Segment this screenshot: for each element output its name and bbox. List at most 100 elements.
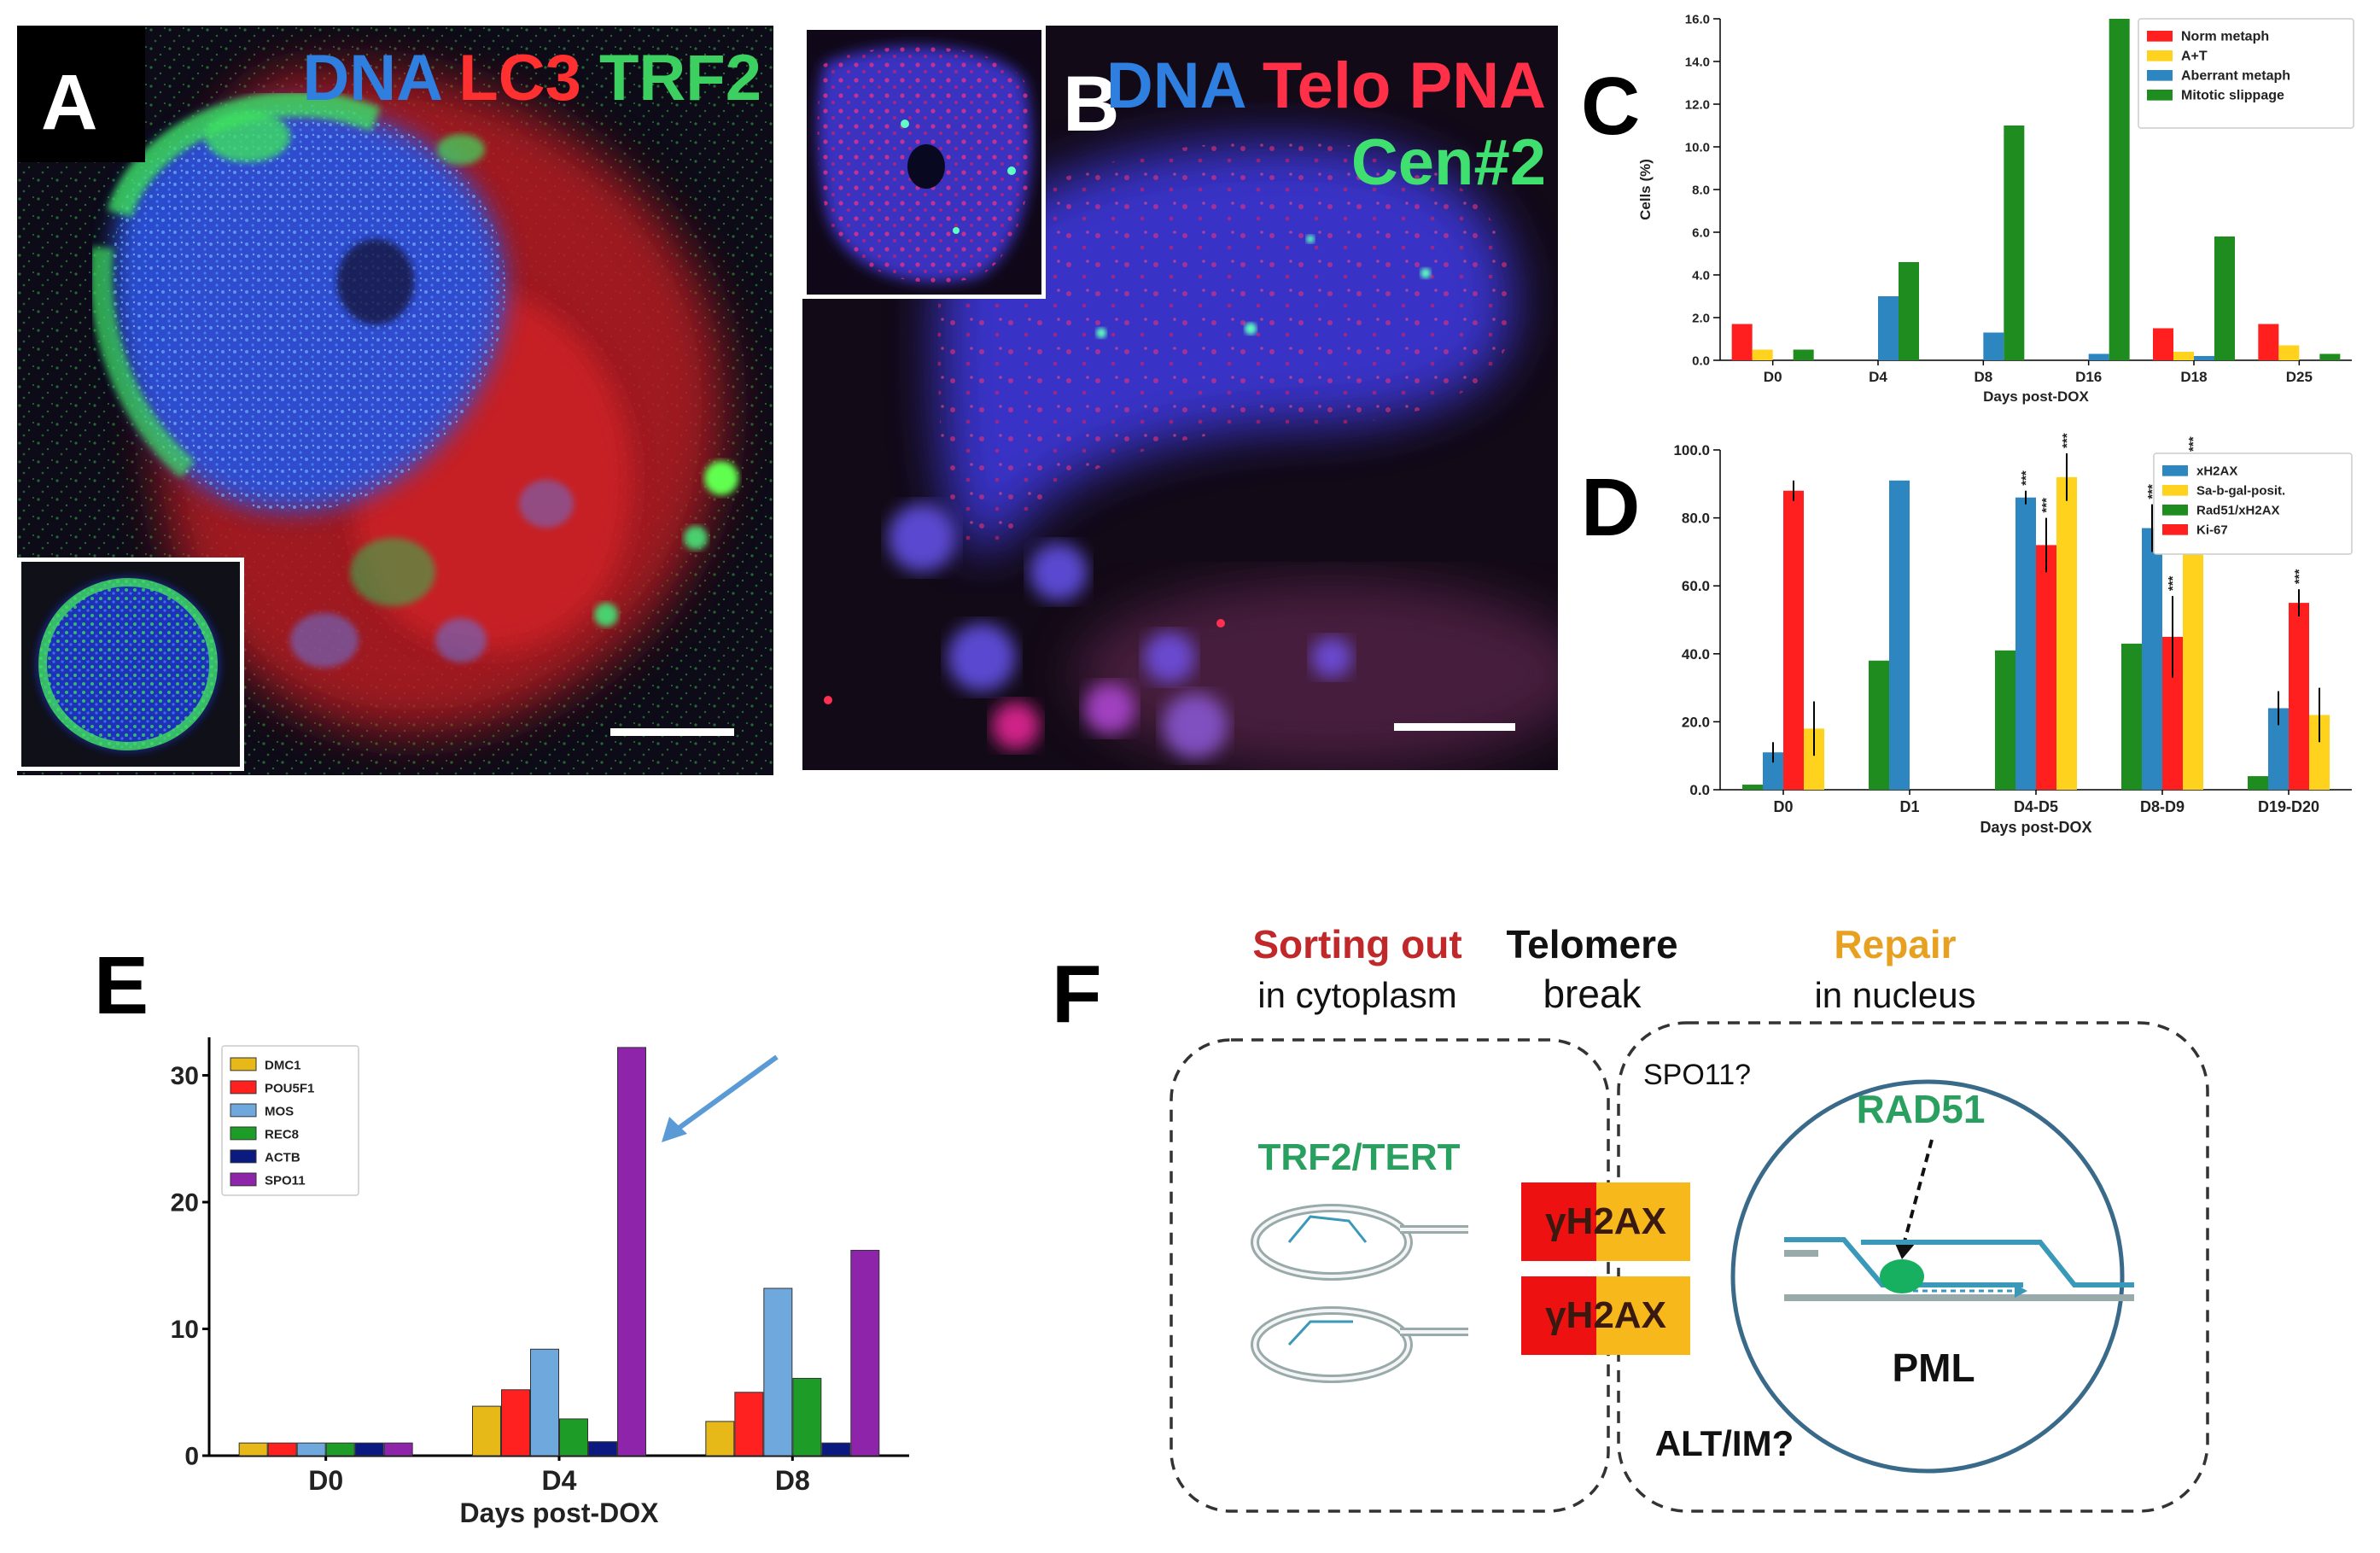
y-tick-label: 8.0 <box>1692 183 1710 197</box>
bar-mitotic-slippage <box>2109 19 2130 360</box>
y-tick-label: 30 <box>171 1062 199 1090</box>
significance-stars: *** <box>2019 470 2033 486</box>
legend-box <box>2138 18 2354 129</box>
bar-mitotic-slippage <box>2004 126 2025 360</box>
repair-strands-icon <box>1784 1237 2134 1301</box>
bar-pou5f1 <box>501 1389 530 1457</box>
x-tick-label: D4 <box>542 1465 577 1496</box>
legend-swatch <box>230 1103 257 1118</box>
bar-a-t <box>1752 349 1773 360</box>
x-axis-title: Days post-DOX <box>1983 388 2089 405</box>
panel-a-letter-box <box>17 26 145 162</box>
panel-a-label-dna: DNA <box>302 42 441 114</box>
t-loop-icon-1 <box>1251 1204 1468 1281</box>
legend-label: Sa-b-gal-posit. <box>2196 484 2285 499</box>
panel-a-micrograph: A DNA LC3 TRF2 <box>17 26 773 775</box>
bar-spo11 <box>850 1249 880 1457</box>
nucleus-box <box>1617 1021 2209 1513</box>
legend-swatch <box>2147 50 2173 61</box>
significance-stars: *** <box>2292 569 2307 585</box>
x-tick-label: D0 <box>1764 369 1782 385</box>
bar-mitotic-slippage <box>2214 236 2235 360</box>
x-tick-label: D4 <box>1869 369 1887 385</box>
y-tick-label: 0.0 <box>1689 782 1710 798</box>
panel-d-chart: 0.0 20.0 40.0 60.0 80.0 100.0 D0 D1 D4-D5 D8-D9 D1… <box>1673 433 2353 836</box>
pml-circle <box>1730 1079 2125 1474</box>
bar-aberrant-metaph <box>2088 353 2109 360</box>
x-tick-label: D8-D9 <box>2140 798 2185 815</box>
bar-dmc1 <box>238 1442 268 1457</box>
bar-dmc1 <box>705 1421 735 1457</box>
y-tick-label: 20 <box>171 1189 199 1217</box>
yh2ax-box-1-red <box>1521 1182 1596 1261</box>
legend-label: REC8 <box>265 1128 299 1142</box>
panel-f-letter: F <box>1052 949 1102 1040</box>
bar-xh2ax <box>1889 480 1910 790</box>
rad51-arrow <box>1902 1139 1934 1246</box>
legend-label: POU5F1 <box>265 1082 314 1096</box>
y-tick-label: 16.0 <box>1685 12 1710 26</box>
x-tick-label: D19-D20 <box>2258 798 2319 815</box>
y-tick-label: 10 <box>171 1316 199 1344</box>
panel-f-diagram: Sorting out in cytoplasm Telomere break … <box>1170 922 2209 1513</box>
yh2ax-box-2-orange <box>1596 1276 1690 1355</box>
panel-b-channel-labels: DNA Telo PNA Cen#2 <box>1106 48 1546 201</box>
panel-a-inset <box>17 558 244 771</box>
y-tick-label: 6.0 <box>1692 225 1710 240</box>
y-tick-label: 60.0 <box>1682 578 1710 594</box>
x-tick-label: D25 <box>2286 369 2313 385</box>
bar-mitotic-slippage <box>1793 349 1814 360</box>
cytoplasm-box <box>1170 1038 1610 1513</box>
legend-swatch <box>2162 465 2188 476</box>
panel-b-label-cen2: Cen#2 <box>1350 126 1546 199</box>
y-tick-label: 100.0 <box>1673 442 1710 458</box>
x-tick-label: D1 <box>1899 798 1919 815</box>
bar-pou5f1 <box>734 1392 764 1457</box>
panel-a-image <box>17 26 773 775</box>
legend-swatch <box>230 1172 257 1187</box>
arrow-icon <box>673 1054 779 1134</box>
legend-swatch <box>230 1057 257 1071</box>
y-tick-label: 0 <box>184 1443 199 1471</box>
panel-b-micrograph: B DNA Telo PNA Cen#2 <box>802 26 1558 770</box>
bar-ki-67 <box>2036 545 2056 790</box>
bar-mitotic-slippage <box>2319 353 2341 360</box>
y-tick-label: 4.0 <box>1692 268 1710 283</box>
alt-im-label: ALT/IM? <box>1655 1423 1794 1463</box>
panel-b-letter: B <box>1063 61 1120 148</box>
legend-swatch <box>2162 524 2188 535</box>
bar-actb <box>588 1441 617 1457</box>
legend-swatch <box>2162 485 2188 496</box>
panel-d-letter: D <box>1581 462 1641 553</box>
bar-pou5f1 <box>267 1442 297 1457</box>
bar-actb <box>821 1442 851 1457</box>
bar-a-t <box>2173 352 2194 360</box>
yh2ax-label-2: γH2AX <box>1545 1294 1666 1336</box>
legend-label: Rad51/xH2AX <box>2196 504 2280 518</box>
y-tick-label: 10.0 <box>1685 140 1710 155</box>
x-tick-label: D8 <box>775 1465 810 1496</box>
legend-swatch <box>230 1126 257 1141</box>
y-tick-label: 20.0 <box>1682 714 1710 730</box>
bar-ki-67 <box>1783 490 1804 790</box>
panel-a-label-lc3: LC3 <box>458 42 581 114</box>
trf2-tert-label: TRF2/TERT <box>1257 1136 1460 1178</box>
bar-mos <box>763 1287 793 1457</box>
bar-aberrant-metaph <box>1878 296 1899 360</box>
yh2ax-box-1-orange <box>1596 1182 1690 1261</box>
arrowhead-icon <box>662 1117 687 1142</box>
bar-aberrant-metaph <box>2194 356 2214 360</box>
x-tick-label: D16 <box>2075 369 2102 385</box>
sorting-out-title: Sorting out <box>1252 922 1461 966</box>
panel-a-channel-labels: DNA LC3 TRF2 <box>302 41 761 115</box>
legend-label: Mitotic slippage <box>2181 89 2284 103</box>
y-tick-label: 14.0 <box>1685 55 1710 69</box>
bar-rad51-xh2ax <box>1995 650 2015 790</box>
in-cytoplasm-label: in cytoplasm <box>1257 975 1456 1015</box>
legend-swatch <box>2162 505 2188 516</box>
bar-aberrant-metaph <box>1983 332 2004 360</box>
bar-mos <box>296 1442 326 1457</box>
bar-dmc1 <box>472 1405 501 1457</box>
bar-actb <box>354 1442 384 1457</box>
bar-xh2ax <box>2015 497 2036 790</box>
